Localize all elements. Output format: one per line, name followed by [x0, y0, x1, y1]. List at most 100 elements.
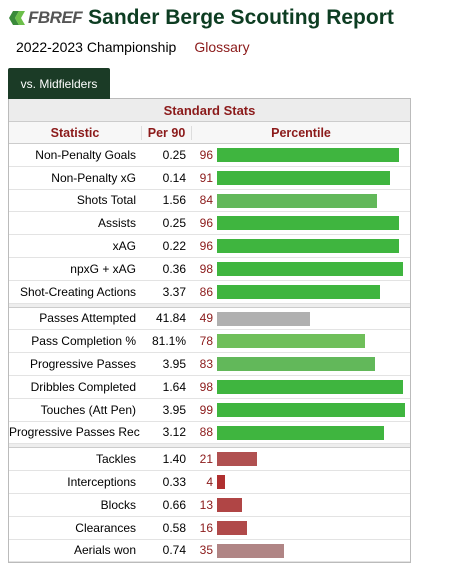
- percentile-value: 16: [199, 520, 213, 535]
- stat-name: Dribbles Completed: [30, 379, 136, 394]
- percentile-bar-track: [217, 540, 410, 562]
- logo-text: FBREF: [28, 8, 83, 27]
- stat-name: Blocks: [100, 497, 136, 512]
- group-separator: [9, 303, 410, 308]
- table-row: xAG 0.22 96: [9, 235, 410, 258]
- percentile-bar-track: [217, 494, 410, 516]
- table-row: Assists 0.25 96: [9, 212, 410, 236]
- table-row: Tackles 1.40 21: [9, 448, 410, 472]
- column-header-per90[interactable]: Per 90: [141, 125, 191, 140]
- stat-name: Non-Penalty Goals: [35, 147, 136, 162]
- per90-value: 1.64: [162, 379, 186, 394]
- stat-name: Non-Penalty xG: [51, 170, 136, 185]
- stat-name: Tackles: [95, 452, 136, 467]
- section-title: Standard Stats: [9, 99, 410, 122]
- glossary-link[interactable]: Glossary: [194, 39, 250, 55]
- per90-value: 0.58: [162, 520, 186, 535]
- percentile-value: 21: [199, 452, 213, 467]
- stats-table: Standard Stats Statistic Per 90 Percenti…: [8, 99, 411, 564]
- stat-name: Progressive Passes: [29, 357, 136, 372]
- percentile-value: 83: [199, 357, 213, 372]
- column-header-row: Statistic Per 90 Percentile: [9, 122, 410, 144]
- percentile-value: 98: [199, 261, 213, 276]
- page-title: Sander Berge Scouting Report: [88, 6, 394, 29]
- percentile-bar-track: [217, 258, 410, 280]
- column-header-percentile[interactable]: Percentile: [191, 125, 410, 140]
- tab-vs-midfielders[interactable]: vs. Midfielders: [8, 68, 110, 99]
- percentile-value: 96: [199, 147, 213, 162]
- table-row: Touches (Att Pen) 3.95 99: [9, 399, 410, 422]
- per90-value: 0.25: [162, 216, 186, 231]
- column-header-statistic[interactable]: Statistic: [50, 125, 100, 140]
- stat-name: Progressive Passes Rec: [9, 425, 140, 440]
- percentile-bar: [217, 311, 311, 326]
- stat-name: Aerials won: [73, 543, 136, 558]
- table-row: Pass Completion % 81.1% 78: [9, 330, 410, 354]
- table-row: Interceptions 0.33 4: [9, 471, 410, 494]
- per90-value: 1.56: [162, 193, 186, 208]
- table-row: Blocks 0.66 13: [9, 494, 410, 517]
- percentile-value: 98: [199, 379, 213, 394]
- table-row: Non-Penalty xG 0.14 91: [9, 167, 410, 190]
- percentile-bar-track: [217, 517, 410, 539]
- percentile-bar: [217, 452, 257, 467]
- per90-value: 0.74: [162, 543, 186, 558]
- stat-name: Shots Total: [76, 193, 136, 208]
- percentile-bar: [217, 379, 404, 394]
- percentile-bar: [217, 402, 406, 417]
- group-separator: [9, 444, 410, 449]
- percentile-bar: [217, 475, 225, 490]
- percentile-bar-track: [217, 144, 410, 166]
- percentile-value: 78: [199, 334, 213, 349]
- per90-value: 41.84: [155, 311, 186, 326]
- percentile-value: 88: [199, 425, 213, 440]
- stat-name: Shot-Creating Actions: [19, 284, 136, 299]
- percentile-value: 35: [199, 543, 213, 558]
- stat-name: Interceptions: [67, 475, 136, 490]
- per90-value: 3.95: [162, 357, 186, 372]
- percentile-bar-track: [217, 212, 410, 234]
- percentile-bar-track: [217, 471, 410, 493]
- percentile-value: 91: [199, 170, 213, 185]
- percentile-bar: [217, 148, 400, 162]
- percentile-bar: [217, 497, 242, 512]
- page-header: FBREF Sander Berge Scouting Report: [6, 4, 394, 32]
- percentile-value: 96: [199, 239, 213, 254]
- percentile-bar: [217, 216, 400, 231]
- percentile-bar-track: [217, 422, 410, 444]
- table-row: Clearances 0.58 16: [9, 517, 410, 540]
- table-row: Shots Total 1.56 84: [9, 190, 410, 213]
- subheader: 2022-2023 Championship Glossary: [16, 39, 250, 55]
- percentile-bar-track: [217, 308, 410, 330]
- percentile-bar-track: [217, 448, 410, 470]
- per90-value: 0.25: [162, 147, 186, 162]
- per90-value: 0.36: [162, 261, 186, 276]
- stat-name: npxG + xAG: [70, 261, 136, 276]
- per90-value: 3.37: [162, 284, 186, 299]
- per90-value: 3.95: [162, 402, 186, 417]
- stat-name: Pass Completion %: [31, 334, 136, 349]
- stat-name: Clearances: [75, 520, 136, 535]
- percentile-bar: [217, 334, 366, 349]
- stats-rows: Non-Penalty Goals 0.25 96 Non-Penalty xG 0.1…: [9, 144, 410, 563]
- stat-name: Touches (Att Pen): [40, 402, 136, 417]
- percentile-bar: [217, 520, 248, 535]
- per90-value: 0.33: [162, 475, 186, 490]
- stat-name: xAG: [112, 239, 136, 254]
- stat-name: Passes Attempted: [39, 311, 136, 326]
- percentile-bar-track: [217, 235, 410, 257]
- percentile-bar: [217, 170, 390, 185]
- percentile-bar-track: [217, 167, 410, 189]
- table-row: Progressive Passes 3.95 83: [9, 353, 410, 376]
- percentile-bar-track: [217, 399, 410, 421]
- percentile-bar-track: [217, 190, 410, 212]
- percentile-bar: [217, 357, 375, 372]
- table-row: Dribbles Completed 1.64 98: [9, 376, 410, 399]
- percentile-bar: [217, 261, 404, 276]
- percentile-bar-track: [217, 330, 410, 352]
- fbref-logo[interactable]: FBREF: [6, 8, 83, 28]
- percentile-value: 96: [199, 216, 213, 231]
- percentile-bar-track: [217, 376, 410, 398]
- percentile-value: 13: [199, 497, 213, 512]
- percentile-value: 99: [199, 402, 213, 417]
